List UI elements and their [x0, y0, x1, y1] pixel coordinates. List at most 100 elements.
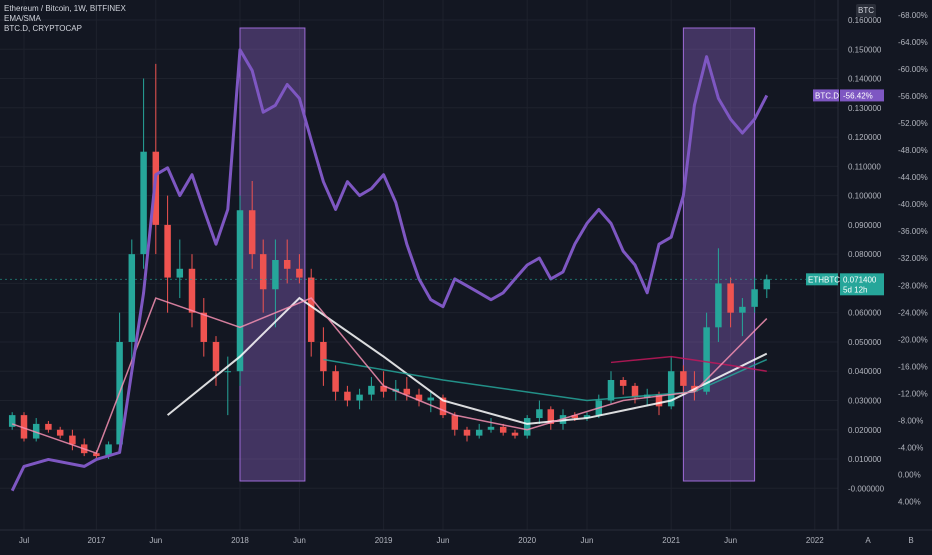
candle-body [571, 415, 579, 419]
candle-body [536, 409, 543, 419]
candle-body [439, 397, 447, 416]
candle-body [93, 453, 100, 457]
price-tick-label: 0.080000 [848, 250, 882, 259]
legend: Ethereum / Bitcoin, 1W, BITFINEX EMA/SMA… [4, 4, 126, 34]
highlight-range [239, 27, 306, 482]
pct-tick-label: -40.00% [898, 200, 928, 209]
pct-tick-label: -60.00% [898, 65, 928, 74]
candle-body [715, 283, 722, 328]
x-tick-label: 2019 [375, 536, 393, 545]
auto-scale-button[interactable]: A [865, 536, 871, 545]
candle-body [176, 268, 184, 278]
candle-body [451, 415, 459, 430]
pct-tick-label: -32.00% [898, 254, 928, 263]
candle-body [475, 429, 483, 436]
x-tick-label: Jun [149, 536, 162, 545]
pct-tick-label: -36.00% [898, 227, 928, 236]
pct-tick-label: 0.00% [898, 470, 921, 479]
btcd-badge-label-box [813, 89, 839, 102]
moving-average-line [610, 355, 767, 372]
ethbtc-badge-value: 0.071400 [843, 275, 877, 284]
legend-ema-sma: EMA/SMA [4, 14, 41, 23]
pct-tick-label: 4.00% [898, 497, 921, 506]
candle-body [739, 306, 746, 313]
x-tick-label: Jun [724, 536, 737, 545]
candle-body [200, 312, 208, 342]
candle-body [523, 418, 531, 436]
candle-body [296, 268, 303, 278]
candle-body [128, 254, 136, 342]
pct-tick-label: -12.00% [898, 389, 928, 398]
candle-body [463, 429, 471, 436]
candle-body [32, 423, 40, 439]
candle-body [320, 341, 327, 372]
btc-axis-box [856, 4, 876, 17]
log-scale-button[interactable]: B [908, 536, 913, 545]
candle-body [105, 444, 112, 457]
candle-body [356, 394, 363, 401]
x-tick-label: Jun [293, 536, 306, 545]
ethbtc-badge-countdown: 5d 12h [843, 285, 867, 294]
candle-body [236, 210, 244, 372]
candle-body [403, 388, 411, 395]
price-tick-label: 0.140000 [848, 75, 882, 84]
candle-body [140, 151, 147, 255]
moving-average-line [323, 358, 768, 402]
candle-body [45, 423, 52, 430]
legend-title: Ethereum / Bitcoin, 1W, BITFINEX [4, 4, 126, 13]
candle-body [763, 279, 771, 290]
btc-axis-label: BTC [858, 6, 874, 15]
candle-body [283, 260, 291, 269]
ethbtc-badge-label: ETHBTC [808, 275, 840, 284]
candle-body [332, 371, 339, 392]
price-tick-label: -0.000000 [848, 484, 885, 493]
pct-tick-label: -4.00% [898, 443, 923, 452]
price-tick-label: 0.040000 [848, 367, 882, 376]
btc-dominance-line [10, 48, 769, 492]
candle-body [727, 283, 734, 313]
candle-body [427, 397, 435, 401]
x-tick-label: 2018 [231, 536, 249, 545]
candle-body [667, 371, 675, 407]
price-tick-label: 0.100000 [848, 192, 882, 201]
x-tick-label: Jun [581, 536, 594, 545]
ethbtc-badge-label-box [806, 273, 838, 286]
x-tick-label: 2021 [662, 536, 680, 545]
candle-body [188, 268, 196, 313]
candle-body [655, 394, 663, 407]
x-tick-label: Jun [437, 536, 450, 545]
price-tick-label: 0.130000 [848, 104, 882, 113]
candle-body [307, 277, 315, 342]
x-tick-label: 2017 [87, 536, 105, 545]
candle-body [703, 327, 710, 392]
legend-btcd: BTC.D, CRYPTOCAP [4, 24, 82, 33]
price-tick-label: 0.150000 [848, 45, 882, 54]
candle-body [272, 260, 279, 290]
pct-tick-label: -64.00% [898, 38, 928, 47]
price-tick-label: 0.030000 [848, 396, 882, 405]
moving-average-line [166, 296, 768, 425]
btcd-badge-label: BTC.D [815, 91, 839, 100]
candle-body [680, 371, 687, 386]
candle-body [212, 341, 220, 372]
candle-body [487, 426, 495, 430]
x-tick-label: 2020 [518, 536, 536, 545]
candle-body [499, 426, 507, 433]
price-tick-label: 0.020000 [848, 426, 882, 435]
candle-body [69, 435, 76, 445]
pct-tick-label: -68.00% [898, 11, 928, 20]
x-tick-label: 2022 [806, 536, 824, 545]
pct-tick-label: -28.00% [898, 281, 928, 290]
candle-body [368, 385, 375, 395]
price-tick-label: 0.060000 [848, 309, 882, 318]
price-tick-label: 0.010000 [848, 455, 882, 464]
candle-body [751, 289, 758, 307]
pct-tick-label: -56.00% [898, 92, 928, 101]
pct-tick-label: -44.00% [898, 173, 928, 182]
pct-tick-label: -52.00% [898, 119, 928, 128]
price-tick-label: 0.110000 [848, 162, 881, 171]
x-tick-label: Jul [19, 536, 29, 545]
